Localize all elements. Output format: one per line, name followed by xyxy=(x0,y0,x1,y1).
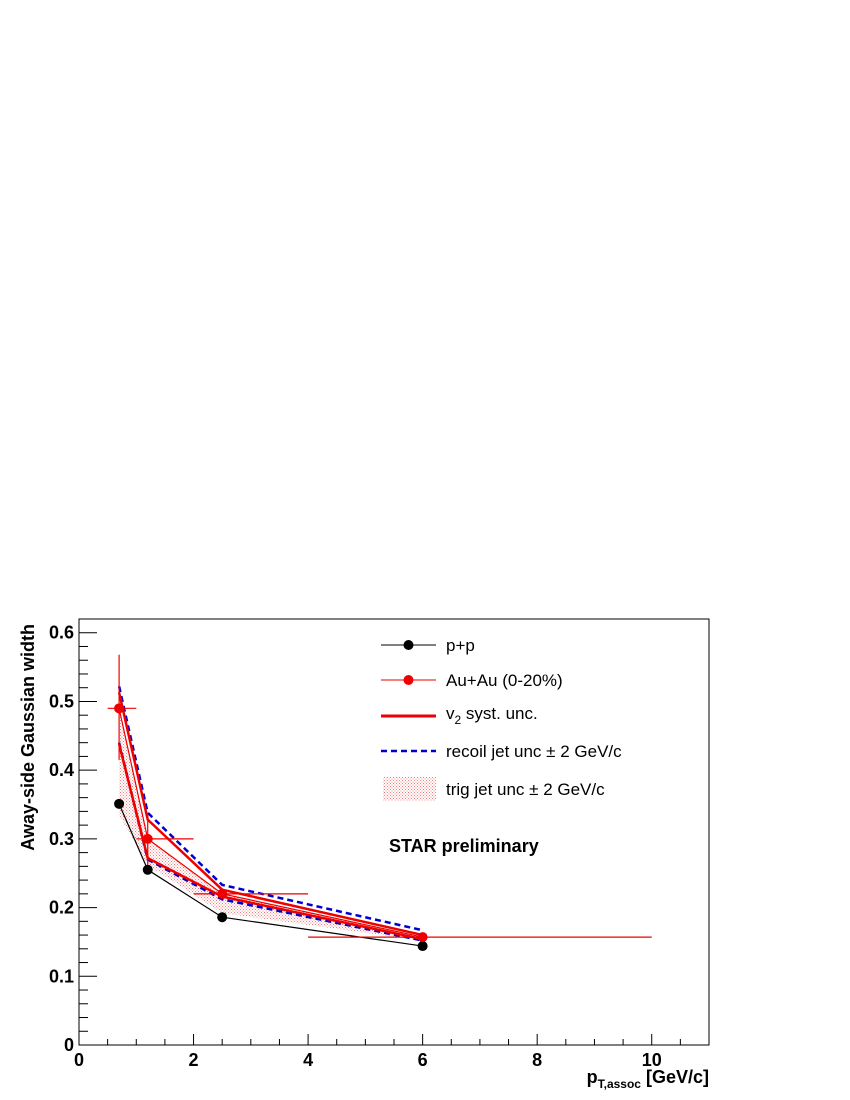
legend: p+p Au+Au (0-20%) v2 syst. unc. recoil j… xyxy=(381,636,622,801)
legend-pp-marker xyxy=(403,640,414,650)
recoil-jet-unc-upper xyxy=(117,686,423,932)
auau-line xyxy=(118,708,423,938)
x-tick-label: 0 xyxy=(74,1050,84,1070)
legend-auau-marker xyxy=(403,675,414,685)
legend-v2-label: v2 syst. unc. xyxy=(446,704,538,727)
x-tick-label: 6 xyxy=(418,1050,428,1070)
plot-frame xyxy=(78,618,710,1046)
x-axis-title-sub: T,assoc xyxy=(598,1077,642,1091)
legend-v2-sub: 2 xyxy=(455,713,462,727)
legend-recoil-label: recoil jet unc ± 2 GeV/c xyxy=(446,742,622,761)
auau-point xyxy=(217,888,228,899)
legend-v2-main: v xyxy=(446,704,455,723)
y-tick-label: 0 xyxy=(64,1035,74,1055)
x-tick-label: 8 xyxy=(532,1050,542,1070)
y-axis-title: Away-side Gaussian width xyxy=(18,624,38,851)
auau-point xyxy=(142,833,153,844)
auau-point xyxy=(114,703,125,714)
pp-point xyxy=(142,864,153,875)
legend-item-recoil: recoil jet unc ± 2 GeV/c xyxy=(381,742,622,761)
pp-point xyxy=(217,912,228,923)
legend-item-auau: Au+Au (0-20%) xyxy=(381,671,563,690)
x-axis-title: pT,assoc [GeV/c] xyxy=(587,1067,709,1091)
legend-item-pp: p+p xyxy=(381,636,475,655)
x-tick-label: 2 xyxy=(189,1050,199,1070)
x-tick-label: 4 xyxy=(303,1050,313,1070)
legend-pp-label: p+p xyxy=(446,636,475,655)
y-tick-label: 0.3 xyxy=(49,829,74,849)
legend-trig-swatch xyxy=(383,777,436,801)
pp-point xyxy=(417,941,428,952)
auau-point xyxy=(417,932,428,943)
series-lines xyxy=(117,686,423,947)
v2-syst-unc-upper xyxy=(117,692,423,937)
legend-auau-label: Au+Au (0-20%) xyxy=(446,671,563,690)
legend-item-trig: trig jet unc ± 2 GeV/c xyxy=(383,777,605,801)
y-tick-label: 0.5 xyxy=(49,691,74,711)
y-tick-label: 0.1 xyxy=(49,966,74,986)
series-markers xyxy=(107,654,652,952)
legend-v2-rest: syst. unc. xyxy=(461,704,538,723)
y-tick-label: 0.6 xyxy=(49,623,74,643)
star-preliminary-label: STAR preliminary xyxy=(389,836,539,856)
y-axis: 0 0.1 0.2 0.3 0.4 0.5 0.6 xyxy=(49,618,97,1055)
v2-syst-unc-lower xyxy=(117,743,423,941)
x-tick-label: 10 xyxy=(642,1050,662,1070)
pp-line xyxy=(118,803,423,947)
y-tick-label: 0.4 xyxy=(49,760,74,780)
x-axis-title-unit: [GeV/c] xyxy=(641,1067,709,1087)
legend-trig-label: trig jet unc ± 2 GeV/c xyxy=(446,780,605,799)
x-axis-title-main: p xyxy=(587,1067,598,1087)
legend-item-v2: v2 syst. unc. xyxy=(381,704,538,727)
x-axis: 0 2 4 6 8 10 xyxy=(74,1034,710,1070)
pp-point xyxy=(114,798,125,809)
y-tick-label: 0.2 xyxy=(49,898,74,918)
